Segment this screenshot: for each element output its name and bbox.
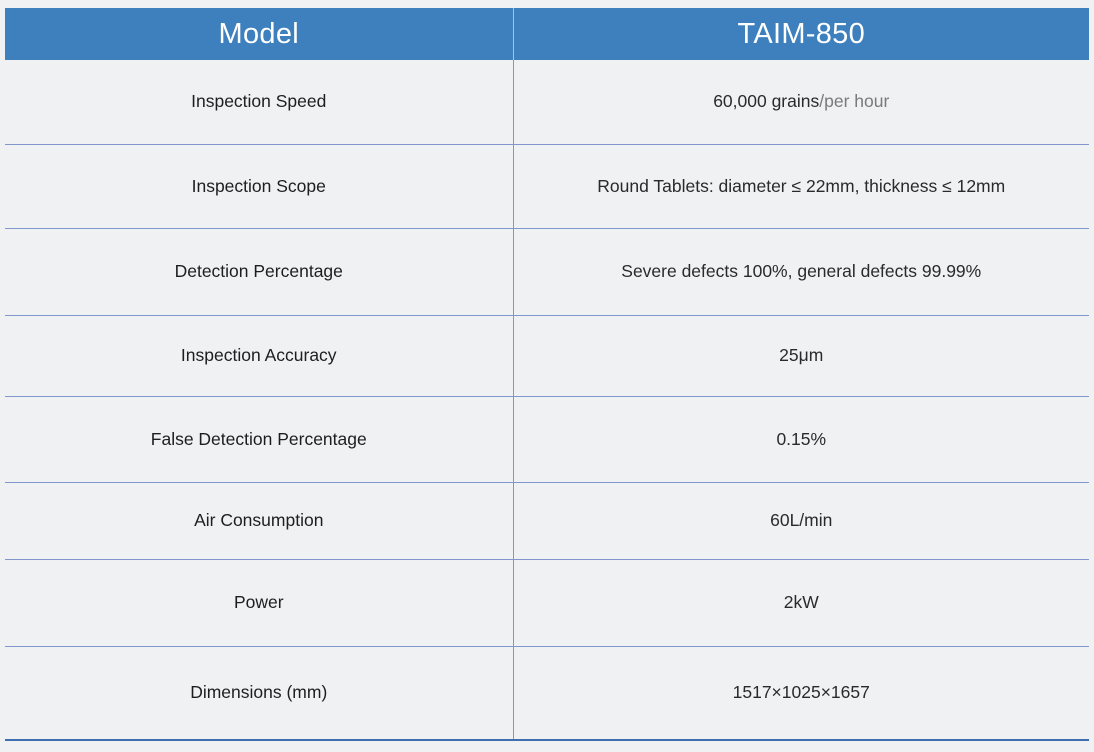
value-main: Severe defects 100%, general defects 99.… (621, 261, 982, 281)
row-value: 1517×1025×1657 (513, 646, 1089, 741)
spec-table: Model TAIM-850 Inspection Speed 60,000 g… (5, 8, 1089, 741)
row-label: Dimensions (mm) (5, 646, 514, 741)
table-row: Inspection Scope Round Tablets: diameter… (5, 144, 1089, 229)
row-value: 60L/min (513, 482, 1089, 560)
table-row: Air Consumption 60L/min (5, 482, 1089, 560)
row-label: Air Consumption (5, 482, 514, 560)
row-label: False Detection Percentage (5, 396, 514, 483)
header-model-value: TAIM-850 (513, 8, 1089, 60)
header-row: Model TAIM-850 (5, 8, 1089, 60)
row-value: Severe defects 100%, general defects 99.… (513, 228, 1089, 316)
row-label: Inspection Scope (5, 144, 514, 229)
header-model-label: Model (5, 8, 514, 60)
value-suffix: /per hour (819, 91, 890, 112)
table-row: Dimensions (mm) 1517×1025×1657 (5, 646, 1089, 741)
table-row: Detection Percentage Severe defects 100%… (5, 228, 1089, 316)
row-value: 25μm (513, 315, 1089, 397)
row-value: Round Tablets: diameter ≤ 22mm, thicknes… (513, 144, 1089, 229)
row-value: 60,000 grains/per hour (513, 60, 1089, 145)
value-main: 2kW (783, 592, 819, 612)
table-row: Inspection Accuracy 25μm (5, 315, 1089, 397)
table-row: Power 2kW (5, 559, 1089, 647)
row-label: Inspection Speed (5, 60, 514, 145)
row-value: 2kW (513, 559, 1089, 647)
value-main: 60L/min (770, 510, 833, 530)
row-label: Detection Percentage (5, 228, 514, 316)
table-row: Inspection Speed 60,000 grains/per hour (5, 60, 1089, 145)
value-main: 0.15% (776, 428, 827, 449)
value-main: Round Tablets: diameter ≤ 22mm, thicknes… (597, 175, 1006, 196)
value-main: 60,000 grains (713, 91, 820, 112)
value-main: 1517×1025×1657 (732, 682, 870, 703)
table-row: False Detection Percentage 0.15% (5, 396, 1089, 483)
value-main: 25μm (779, 345, 824, 365)
row-value: 0.15% (513, 396, 1089, 483)
row-label: Inspection Accuracy (5, 315, 514, 397)
row-label: Power (5, 559, 514, 647)
